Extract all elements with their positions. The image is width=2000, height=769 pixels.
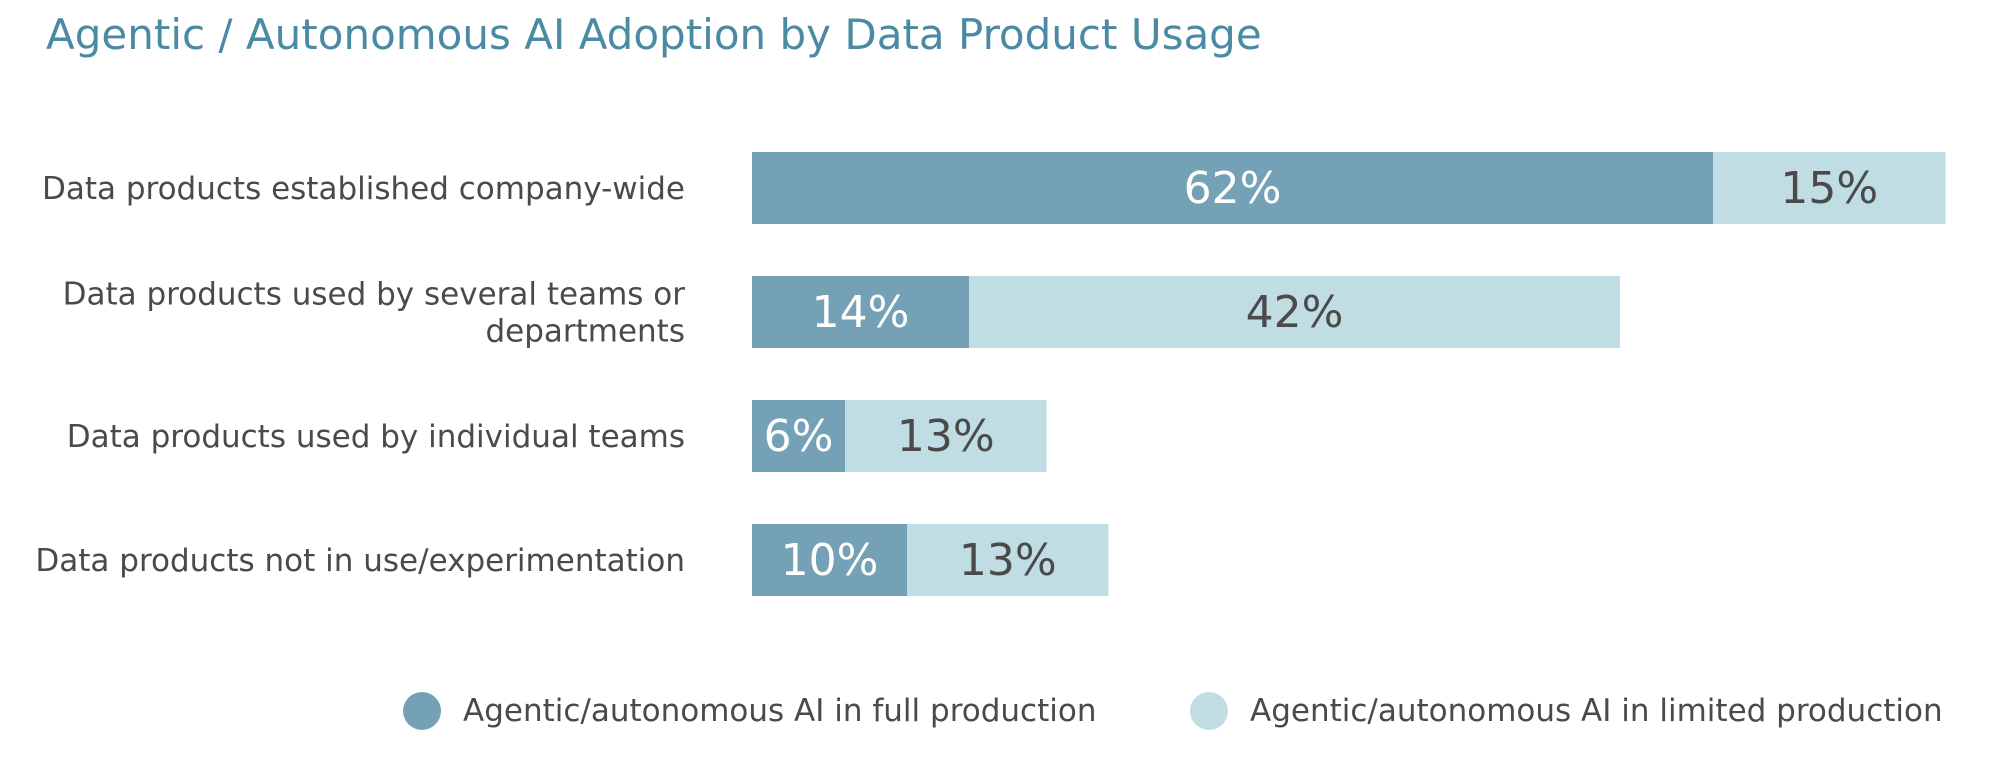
bar-segment-limited-production — [1713, 152, 1946, 224]
category-label: Data products not in use/experimentation — [35, 543, 685, 579]
bar-segment-full-production — [752, 152, 1713, 224]
category-label: Data products established company-wide — [42, 171, 685, 207]
legend-label-limited-production: Agentic/autonomous AI in limited product… — [1250, 693, 1943, 729]
category-label: departments — [485, 314, 685, 350]
data-label: 14% — [812, 287, 910, 338]
chart-legend: Agentic/autonomous AI in full production… — [0, 686, 2000, 736]
stacked-bar-chart: Data products established company-wide 62… — [35, 152, 1946, 596]
data-label: 13% — [959, 535, 1057, 586]
category-label: Data products used by individual teams — [67, 419, 685, 455]
bar-segment-limited-production — [845, 400, 1047, 472]
legend-item-limited-production: Agentic/autonomous AI in limited product… — [1190, 686, 1943, 736]
chart-title: Agentic / Autonomous AI Adoption by Data… — [46, 10, 1262, 59]
data-label: 13% — [897, 411, 995, 462]
category-label: Data products used by several teams or — [63, 277, 686, 313]
bar-segment-limited-production — [969, 276, 1620, 348]
legend-item-full-production: Agentic/autonomous AI in full production — [403, 686, 1096, 736]
data-label: 62% — [1184, 163, 1282, 214]
data-label: 15% — [1780, 163, 1878, 214]
legend-label-full-production: Agentic/autonomous AI in full production — [463, 693, 1097, 729]
data-label: 42% — [1246, 287, 1344, 338]
legend-swatch-limited-production — [1190, 692, 1228, 730]
bar-segment-full-production — [752, 524, 907, 596]
data-label: 6% — [764, 411, 834, 462]
data-label: 10% — [781, 535, 879, 586]
legend-swatch-full-production — [403, 692, 441, 730]
bar-segment-limited-production — [907, 524, 1109, 596]
bar-segment-full-production — [752, 400, 845, 472]
bar-segment-full-production — [752, 276, 969, 348]
